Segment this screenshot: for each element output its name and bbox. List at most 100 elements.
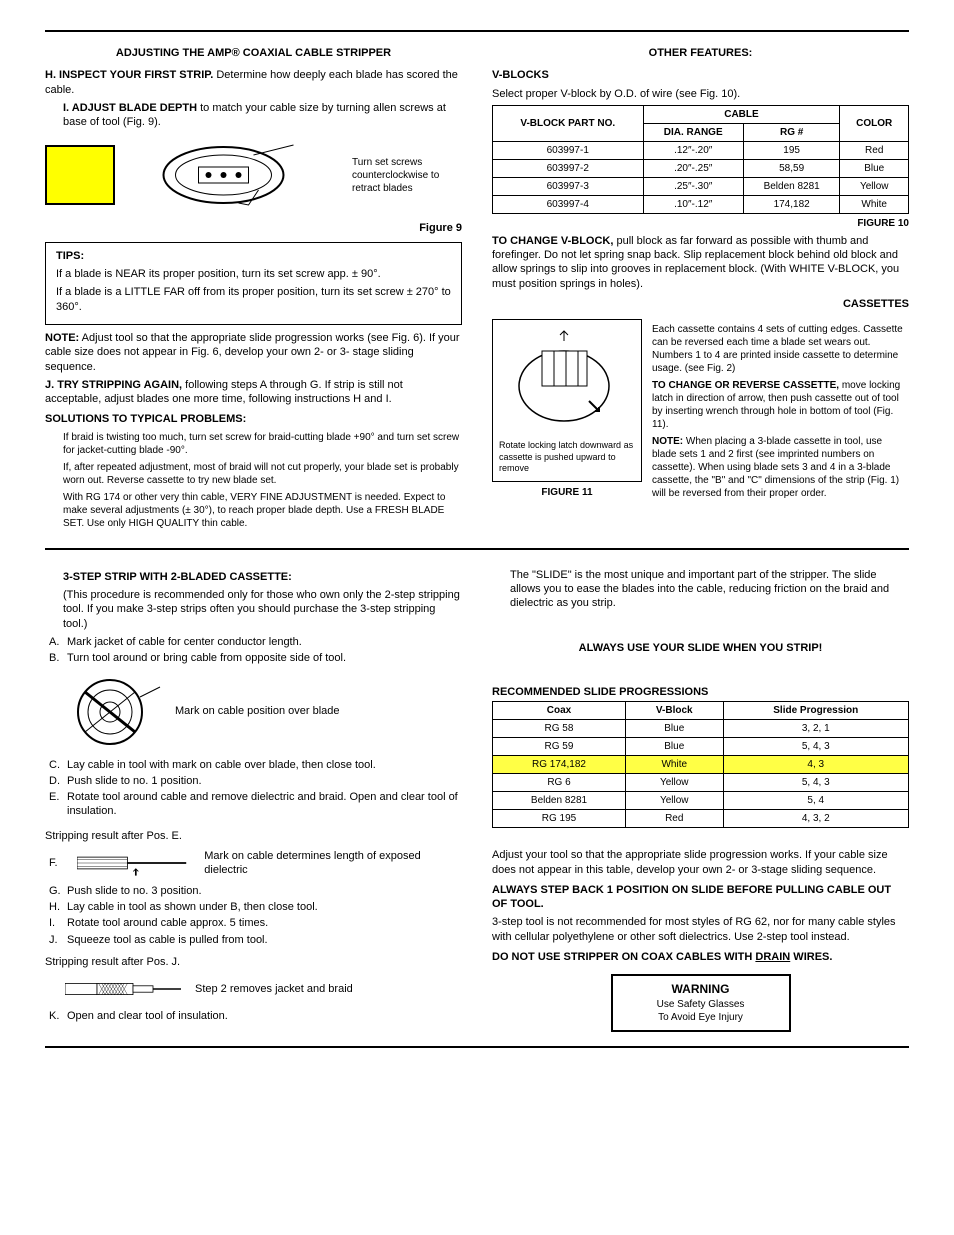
table-cell: RG 6 — [493, 774, 626, 792]
table-row: RG 58Blue3, 2, 1 — [493, 720, 909, 738]
step-I-bold: I. ADJUST BLADE DEPTH — [63, 102, 197, 114]
table-cell: RG 174,182 — [493, 756, 626, 774]
step-I2-text: Rotate tool around cable approx. 5 times… — [67, 916, 268, 930]
table-cell: 174,182 — [743, 195, 840, 213]
step-B-text: Turn tool around or bring cable from opp… — [67, 651, 346, 665]
change-vblock-bold: TO CHANGE V-BLOCK, — [492, 235, 613, 247]
step-G: G.Push slide to no. 3 position. — [49, 884, 462, 898]
note-text: Adjust tool so that the appropriate slid… — [45, 332, 460, 373]
step-E-text: Rotate tool around cable and remove diel… — [67, 790, 462, 819]
step-K-text: Open and clear tool of insulation. — [67, 1009, 228, 1023]
slide-table: Coax V-Block Slide Progression RG 58Blue… — [492, 701, 909, 828]
table-cell: Red — [840, 141, 909, 159]
step-H2-text: Lay cable in tool as shown under B, then… — [67, 900, 318, 914]
tips-title: TIPS: — [56, 249, 451, 263]
warn-title: WARNING — [627, 982, 775, 998]
posJ-illustration — [65, 975, 185, 1003]
table-cell: RG 195 — [493, 810, 626, 828]
no-drain: DO NOT USE STRIPPER ON COAX CABLES WITH … — [492, 950, 909, 964]
table-cell: Yellow — [625, 792, 723, 810]
fig9-note: Turn set screws counterclockwise to retr… — [352, 156, 462, 195]
step-back: ALWAYS STEP BACK 1 POSITION ON SLIDE BEF… — [492, 883, 909, 912]
table-cell: .10″-.12″ — [643, 195, 743, 213]
solutions-title: SOLUTIONS TO TYPICAL PROBLEMS: — [45, 412, 462, 426]
cassette-note-text: When placing a 3-blade cassette in tool,… — [652, 436, 899, 499]
posE-note: Mark on cable determines length of expos… — [204, 849, 462, 878]
step-I2: I.Rotate tool around cable approx. 5 tim… — [49, 916, 462, 930]
table-row: Coax V-Block Slide Progression — [493, 702, 909, 720]
sol-2: If, after repeated adjustment, most of b… — [63, 461, 462, 487]
table-cell: 4, 3 — [723, 756, 908, 774]
table-cell: 5, 4 — [723, 792, 908, 810]
figure-11-illustration — [499, 326, 629, 436]
step-H: H. INSPECT YOUR FIRST STRIP. Determine h… — [45, 68, 462, 97]
table-row: 603997-4.10″-.12″174,182White — [493, 195, 909, 213]
3step-intro: (This procedure is recommended only for … — [63, 588, 462, 631]
table-cell: 5, 4, 3 — [723, 738, 908, 756]
table-cell: White — [840, 195, 909, 213]
no-drain-drain: DRAIN — [755, 951, 790, 963]
not-rec: 3-step tool is not recommended for most … — [492, 915, 909, 944]
warn-l2: To Avoid Eye Injury — [627, 1011, 775, 1024]
table-row: Belden 8281Yellow5, 4 — [493, 792, 909, 810]
step-J: J. TRY STRIPPING AGAIN, following steps … — [45, 378, 462, 407]
rec-title: RECOMMENDED SLIDE PROGRESSIONS — [492, 685, 909, 699]
table-cell: Blue — [625, 738, 723, 756]
mark-note: Mark on cable position over blade — [175, 704, 339, 718]
table-cell: Yellow — [840, 177, 909, 195]
step-G-text: Push slide to no. 3 position. — [67, 884, 202, 898]
th-vblock: V-Block — [625, 702, 723, 720]
table-cell: 4, 3, 2 — [723, 810, 908, 828]
slide-intro: The "SLIDE" is the most unique and impor… — [510, 568, 909, 611]
step-A: A.Mark jacket of cable for center conduc… — [49, 635, 462, 649]
step-K: K.Open and clear tool of insulation. — [49, 1009, 462, 1023]
step-F-label: F. — [49, 856, 67, 870]
table-cell: Red — [625, 810, 723, 828]
table-cell: 603997-2 — [493, 159, 644, 177]
always-use: ALWAYS USE YOUR SLIDE WHEN YOU STRIP! — [492, 641, 909, 655]
th-coax: Coax — [493, 702, 626, 720]
step-I: I. ADJUST BLADE DEPTH to match your cabl… — [63, 101, 462, 130]
th-rg: RG # — [743, 123, 840, 141]
change-cassette-bold: TO CHANGE OR REVERSE CASSETTE, — [652, 380, 839, 391]
figure-11-box: Rotate locking latch downward as cassett… — [492, 319, 642, 504]
note-bold: NOTE: — [45, 332, 79, 344]
fig11-label: FIGURE 11 — [492, 486, 642, 499]
top-rule — [45, 30, 909, 32]
sol-3: With RG 174 or other very thin cable, VE… — [63, 491, 462, 530]
table-cell: .20″-.25″ — [643, 159, 743, 177]
table-row: V-BLOCK PART NO. CABLE COLOR — [493, 105, 909, 123]
table-cell: 3, 2, 1 — [723, 720, 908, 738]
step-J-bold: J. TRY STRIPPING AGAIN, — [45, 379, 182, 391]
posE-illustration — [77, 849, 195, 877]
tips-1: If a blade is NEAR its proper position, … — [56, 267, 451, 281]
cassette-block: Rotate locking latch downward as cassett… — [492, 319, 909, 504]
step-H2: H.Lay cable in tool as shown under B, th… — [49, 900, 462, 914]
step-C-text: Lay cable in tool with mark on cable ove… — [67, 758, 376, 772]
posE-figure: F. Mark on cable determines length of ex… — [49, 849, 462, 878]
top-right-col: OTHER FEATURES: V-BLOCKS Select proper V… — [492, 40, 909, 534]
adjust-text: Adjust your tool so that the appropriate… — [492, 848, 909, 877]
table-cell: 603997-3 — [493, 177, 644, 195]
th-dia: DIA. RANGE — [643, 123, 743, 141]
3step-title: 3-STEP STRIP WITH 2-BLADED CASSETTE: — [63, 570, 462, 584]
th-prog: Slide Progression — [723, 702, 908, 720]
step-J2-text: Squeeze tool as cable is pulled from too… — [67, 933, 268, 947]
table-row: RG 174,182White4, 3 — [493, 756, 909, 774]
step-J2: J.Squeeze tool as cable is pulled from t… — [49, 933, 462, 947]
table-cell: 5, 4, 3 — [723, 774, 908, 792]
change-vblock: TO CHANGE V-BLOCK, pull block as far for… — [492, 234, 909, 291]
sol-1: If braid is twisting too much, turn set … — [63, 431, 462, 457]
table-cell: 603997-4 — [493, 195, 644, 213]
fig11-caption: Rotate locking latch downward as cassett… — [499, 440, 635, 475]
cassette-note-bold: NOTE: — [652, 436, 683, 447]
other-features-title: OTHER FEATURES: — [492, 46, 909, 60]
table-cell: Yellow — [625, 774, 723, 792]
no-drain-post: WIRES. — [790, 951, 832, 963]
vblocks-intro: Select proper V-block by O.D. of wire (s… — [492, 87, 909, 101]
table-cell: RG 58 — [493, 720, 626, 738]
bottom-section: 3-STEP STRIP WITH 2-BLADED CASSETTE: (Th… — [45, 564, 909, 1032]
warn-l1: Use Safety Glasses — [627, 998, 775, 1011]
table-cell: White — [625, 756, 723, 774]
adjusting-title: ADJUSTING THE AMP® COAXIAL CABLE STRIPPE… — [45, 46, 462, 60]
